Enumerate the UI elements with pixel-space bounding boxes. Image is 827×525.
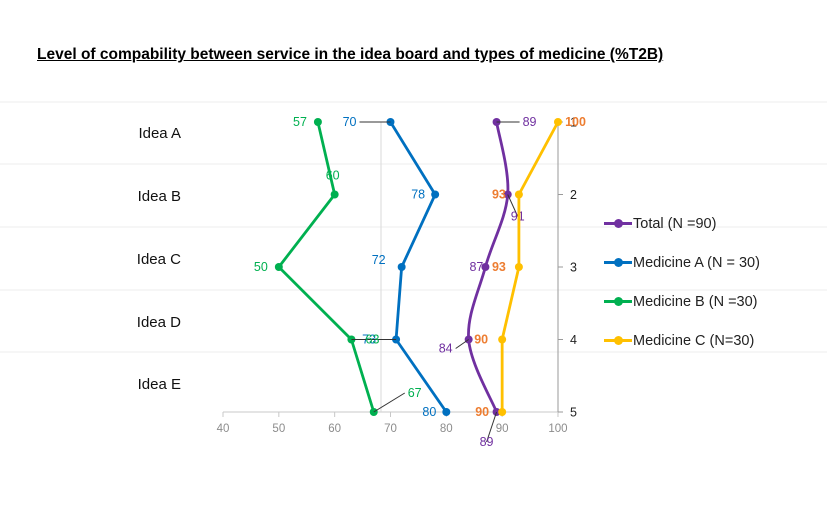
data-label-medicine-a-1: 70 (343, 115, 357, 129)
data-point-medicine-b-3 (274, 263, 283, 271)
data-label-medicine-c-5: 90 (475, 405, 489, 419)
series-line-medicine-b (277, 121, 376, 413)
data-label-medicine-c-4: 90 (474, 333, 488, 347)
data-label-medicine-b-1: 57 (293, 115, 307, 129)
secondary-tick-label-5: 5 (570, 406, 577, 420)
secondary-tick-label-1: 1 (570, 116, 577, 130)
data-point-medicine-b-2 (330, 190, 339, 199)
data-point-medicine-a-5 (442, 408, 451, 416)
data-point-medicine-c-3 (514, 263, 523, 271)
leader-line-total-4 (455, 339, 469, 349)
x-tick-label-100: 100 (548, 423, 567, 435)
legend-label-total: Total (N =90) (633, 215, 717, 232)
series-line-medicine-c (500, 121, 560, 412)
legend-item-total: Total (N =90) (604, 204, 760, 243)
leader-line-total-2 (507, 194, 519, 217)
data-label-total-1: 89 (523, 115, 537, 129)
category-label-3: Idea C (137, 251, 181, 268)
data-point-medicine-a-3 (397, 263, 406, 271)
legend-label-medicine-b: Medicine B (N =30) (633, 293, 758, 310)
legend: Total (N =90) Medicine A (N = 30) Medici… (604, 204, 760, 360)
legend-swatch-total (604, 219, 632, 228)
data-point-medicine-b-1 (313, 118, 322, 126)
category-label-1: Idea A (138, 125, 181, 142)
data-point-medicine-c-4 (498, 335, 507, 344)
x-tick-label-40: 40 (217, 423, 230, 435)
data-label-medicine-b-3: 50 (254, 260, 268, 274)
legend-swatch-medicine-c (604, 336, 632, 345)
data-label-medicine-a-5: 80 (422, 405, 436, 419)
legend-label-medicine-c: Medicine C (N=30) (633, 332, 755, 349)
category-label-4: Idea D (137, 314, 181, 331)
data-label-total-5: 89 (480, 435, 494, 449)
data-label-medicine-a-2: 78 (411, 188, 425, 202)
x-tick-label-70: 70 (384, 423, 397, 435)
secondary-tick-label-3: 3 (570, 261, 577, 275)
leader-line-total-5 (486, 411, 498, 443)
data-label-total-3: 87 (469, 260, 483, 274)
data-label-medicine-a-3: 72 (372, 253, 386, 267)
secondary-tick-label-4: 4 (570, 333, 577, 347)
legend-label-medicine-a: Medicine A (N = 30) (633, 254, 760, 271)
data-point-medicine-c-5 (498, 408, 507, 416)
data-label-medicine-b-5: 67 (408, 386, 422, 400)
data-label-total-4: 84 (439, 342, 453, 356)
legend-item-medicine-b: Medicine B (N =30) (604, 282, 760, 321)
x-tick-label-80: 80 (440, 423, 453, 435)
legend-swatch-medicine-b (604, 297, 632, 306)
data-label-medicine-b-4: 63 (366, 333, 380, 347)
data-point-medicine-c-1 (553, 118, 562, 126)
data-label-medicine-c-2: 93 (492, 188, 506, 202)
data-label-medicine-c-1: 100 (565, 115, 586, 129)
data-point-total-3 (481, 263, 490, 271)
data-label-medicine-c-3: 93 (492, 260, 506, 274)
category-label-5: Idea E (138, 376, 181, 393)
x-tick-label-50: 50 (272, 423, 285, 435)
chart-title: Level of compability between service in … (37, 46, 664, 63)
x-tick-label-60: 60 (328, 423, 341, 435)
data-point-medicine-c-2 (514, 190, 523, 199)
legend-swatch-medicine-a (604, 258, 632, 267)
legend-item-medicine-c: Medicine C (N=30) (604, 321, 760, 360)
legend-item-medicine-a: Medicine A (N = 30) (604, 243, 760, 282)
data-label-medicine-b-2: 60 (326, 169, 340, 183)
category-label-2: Idea B (138, 188, 181, 205)
data-point-medicine-a-2 (431, 190, 440, 199)
leader-line-medicine-b-5 (373, 392, 406, 413)
secondary-tick-label-2: 2 (570, 188, 577, 202)
x-tick-label-90: 90 (496, 423, 509, 435)
